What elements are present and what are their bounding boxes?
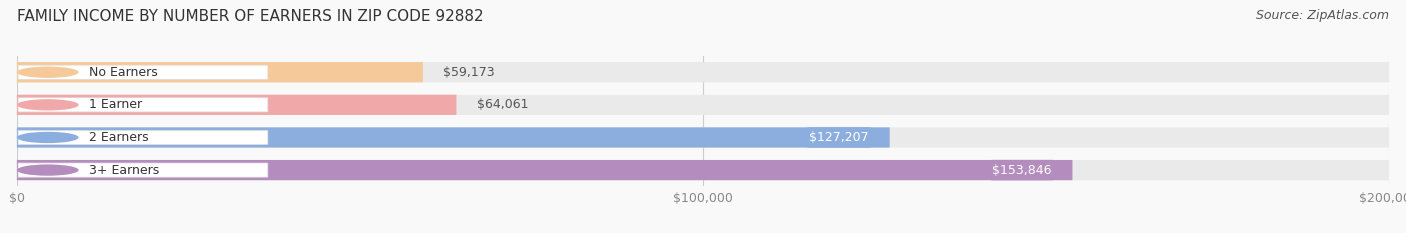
Ellipse shape <box>17 99 79 110</box>
Text: 2 Earners: 2 Earners <box>89 131 149 144</box>
Text: 1 Earner: 1 Earner <box>89 98 142 111</box>
FancyBboxPatch shape <box>17 160 1389 180</box>
FancyBboxPatch shape <box>18 65 269 79</box>
FancyBboxPatch shape <box>17 127 890 147</box>
FancyBboxPatch shape <box>17 95 457 115</box>
FancyBboxPatch shape <box>18 130 269 144</box>
Text: $127,207: $127,207 <box>810 131 869 144</box>
Text: No Earners: No Earners <box>89 66 157 79</box>
Text: $64,061: $64,061 <box>477 98 529 111</box>
Ellipse shape <box>17 164 79 176</box>
FancyBboxPatch shape <box>17 95 1389 115</box>
FancyBboxPatch shape <box>18 98 269 112</box>
Text: $153,846: $153,846 <box>993 164 1052 177</box>
Text: FAMILY INCOME BY NUMBER OF EARNERS IN ZIP CODE 92882: FAMILY INCOME BY NUMBER OF EARNERS IN ZI… <box>17 9 484 24</box>
Text: 3+ Earners: 3+ Earners <box>89 164 159 177</box>
Ellipse shape <box>17 67 79 78</box>
Text: $59,173: $59,173 <box>443 66 495 79</box>
FancyBboxPatch shape <box>17 62 423 82</box>
FancyBboxPatch shape <box>17 160 1073 180</box>
Ellipse shape <box>17 132 79 143</box>
FancyBboxPatch shape <box>17 62 1389 82</box>
FancyBboxPatch shape <box>17 127 1389 147</box>
FancyBboxPatch shape <box>18 163 269 177</box>
Text: Source: ZipAtlas.com: Source: ZipAtlas.com <box>1256 9 1389 22</box>
